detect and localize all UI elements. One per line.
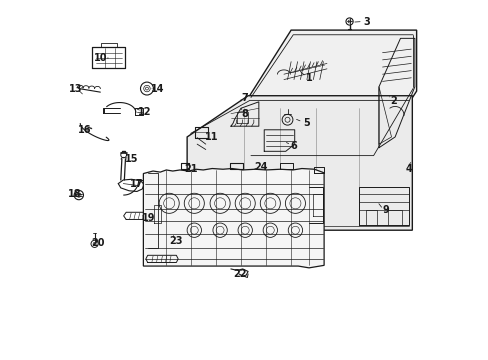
Text: 22: 22 — [233, 269, 246, 279]
Text: 20: 20 — [91, 238, 105, 248]
Text: 13: 13 — [68, 84, 82, 94]
Text: 8: 8 — [241, 109, 247, 119]
Polygon shape — [187, 96, 411, 230]
Polygon shape — [247, 30, 416, 159]
Text: 7: 7 — [241, 93, 247, 103]
Text: 21: 21 — [184, 164, 198, 174]
Text: 14: 14 — [151, 84, 164, 94]
Text: 4: 4 — [405, 164, 412, 174]
Text: 23: 23 — [169, 236, 183, 246]
Text: 2: 2 — [389, 96, 396, 106]
Text: 19: 19 — [142, 213, 155, 222]
Text: 9: 9 — [382, 206, 389, 216]
Text: 12: 12 — [138, 107, 151, 117]
Text: 18: 18 — [68, 189, 82, 199]
Text: 5: 5 — [302, 118, 309, 128]
Text: 1: 1 — [305, 73, 312, 83]
Text: 6: 6 — [290, 141, 297, 151]
Text: 15: 15 — [124, 154, 138, 164]
Text: 3: 3 — [362, 17, 369, 27]
Text: 10: 10 — [93, 53, 107, 63]
Text: 11: 11 — [204, 132, 218, 142]
Text: 17: 17 — [130, 179, 143, 189]
Text: 16: 16 — [78, 125, 91, 135]
Polygon shape — [143, 168, 324, 268]
Text: 24: 24 — [253, 162, 267, 172]
